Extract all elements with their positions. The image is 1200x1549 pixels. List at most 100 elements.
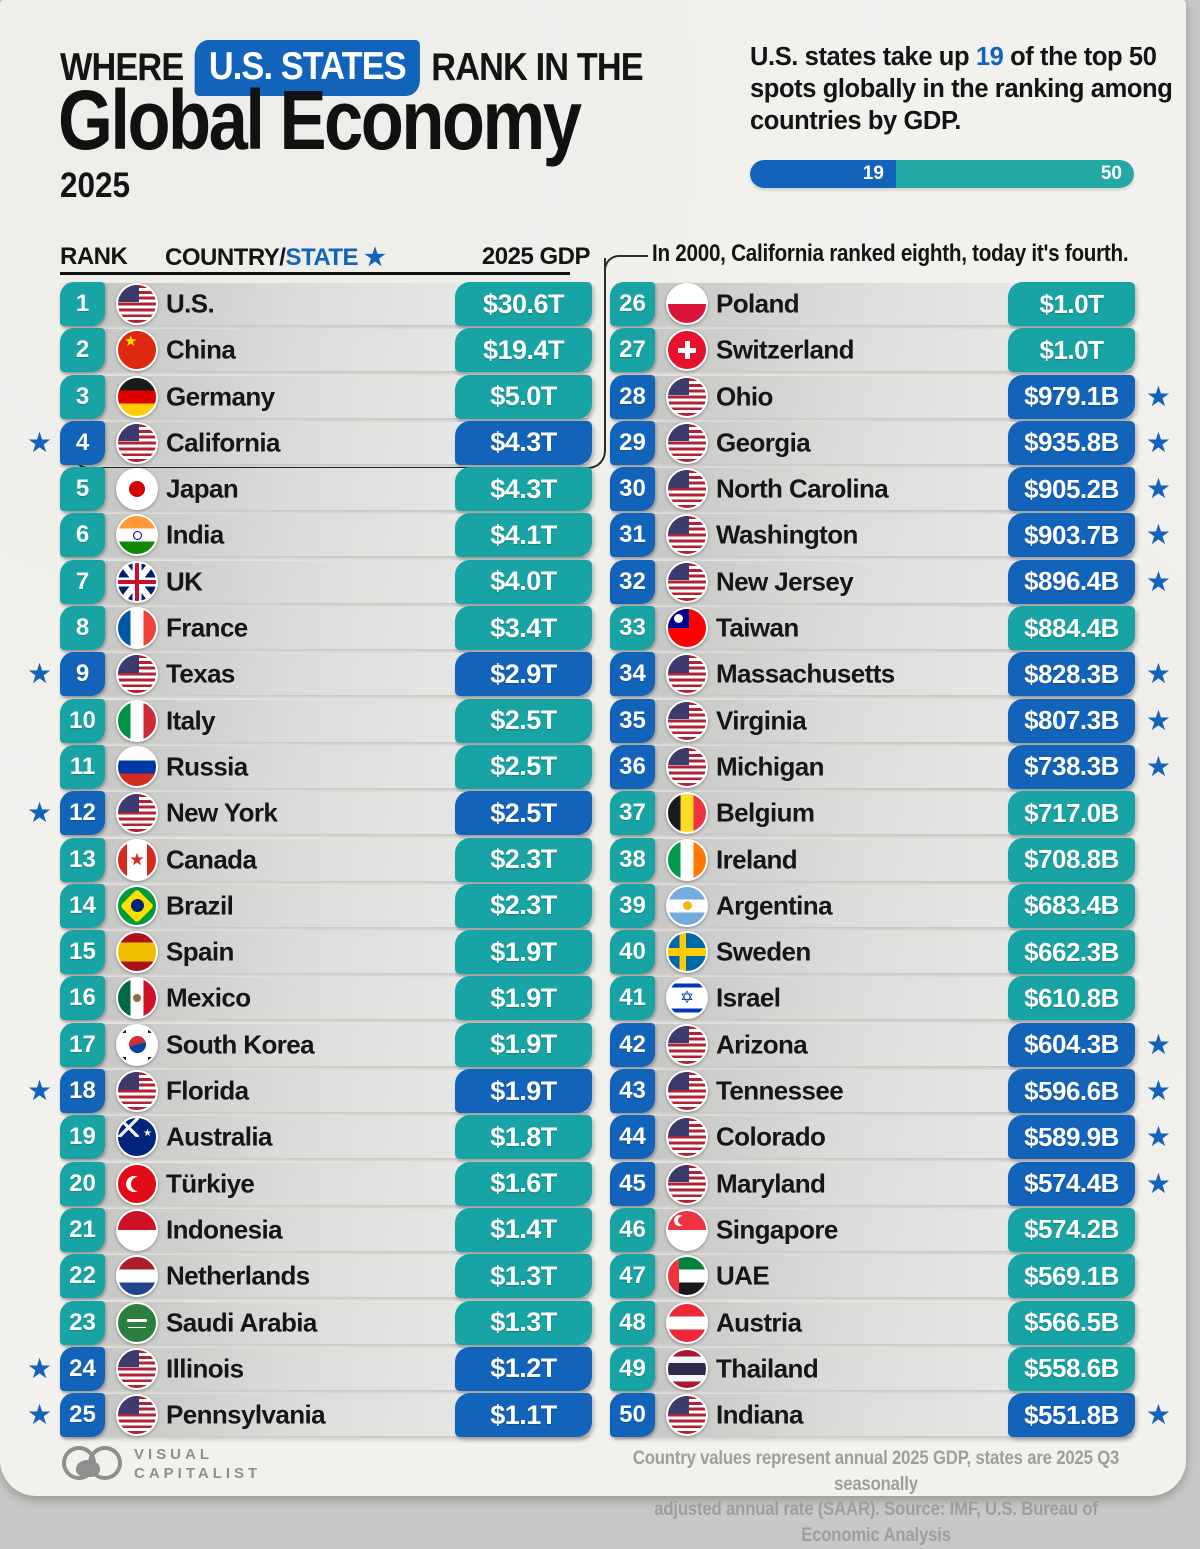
rank-column-left: ★ 1 U.S. $30.6T ★ ★ 2 China $19.4T ★ ★ 3… bbox=[27, 282, 592, 1440]
entry-name: Georgia bbox=[716, 427, 811, 458]
state-star-icon: ★ bbox=[1145, 658, 1171, 690]
table-row: ★ 28 Ohio $979.1B ★ bbox=[610, 374, 1171, 419]
state-star-icon: ★ bbox=[27, 1352, 53, 1384]
gdp-value-pill: $574.4B bbox=[1008, 1161, 1135, 1206]
table-row: ★ 40 Sweden $662.3B ★ bbox=[610, 930, 1135, 975]
table-row: ★ 50 Indiana $551.8B ★ bbox=[610, 1393, 1171, 1438]
entry-name: Maryland bbox=[716, 1168, 826, 1199]
state-header-part: STATE bbox=[285, 244, 359, 271]
table-row: ★ 12 New York $2.5T ★ bbox=[27, 791, 592, 836]
table-row: ★ 39 Argentina $683.4B ★ bbox=[610, 883, 1135, 928]
uae-flag-icon bbox=[666, 1255, 708, 1298]
us-flag-icon bbox=[666, 1116, 708, 1159]
summary-count: 19 bbox=[975, 43, 1004, 71]
states-share-bar-teal-segment: 50 bbox=[895, 160, 1134, 188]
entry-name: Washington bbox=[716, 519, 858, 550]
turkiye-flag-icon bbox=[116, 1162, 158, 1205]
israel-flag-icon bbox=[666, 977, 708, 1020]
kicker: WHERE U.S. STATES RANK IN THE bbox=[60, 40, 644, 96]
california-callout-text: In 2000, California ranked eighth, today… bbox=[652, 240, 1129, 267]
table-row: ★ 8 France $3.4T ★ bbox=[60, 606, 592, 651]
table-row: ★ 32 New Jersey $896.4B ★ bbox=[610, 559, 1171, 604]
state-star-icon: ★ bbox=[27, 1399, 53, 1431]
table-row: ★ 34 Massachusetts $828.3B ★ bbox=[610, 652, 1171, 697]
gdp-value-pill: $1.0T bbox=[1008, 282, 1135, 326]
rank-badge: 30 bbox=[610, 467, 655, 512]
gdp-value-pill: $610.8B bbox=[1008, 976, 1135, 1021]
gdp-value-pill: $1.3T bbox=[455, 1300, 592, 1345]
mexico-flag-icon bbox=[116, 977, 158, 1020]
year-label: 2025 bbox=[60, 166, 131, 205]
us-flag-icon bbox=[666, 1162, 708, 1205]
us-flag-icon bbox=[116, 1394, 158, 1437]
rank-badge: 28 bbox=[610, 374, 655, 419]
gdp-value-pill: $683.4B bbox=[1008, 883, 1135, 928]
gdp-value-pill: $1.9T bbox=[455, 1069, 592, 1114]
rank-badge: 2 bbox=[60, 328, 105, 373]
rank-badge: 26 bbox=[610, 282, 655, 326]
gdp-value-pill: $1.9T bbox=[455, 1022, 592, 1067]
gdp-value-pill: $1.0T bbox=[1008, 328, 1135, 373]
state-star-icon: ★ bbox=[1145, 1075, 1171, 1107]
entry-name: Michigan bbox=[716, 751, 824, 782]
entry-name: Saudi Arabia bbox=[166, 1307, 317, 1338]
header-divider bbox=[60, 272, 570, 275]
india-flag-icon bbox=[116, 514, 158, 557]
table-row: ★ 18 Florida $1.9T ★ bbox=[27, 1069, 592, 1114]
rank-badge: 35 bbox=[610, 698, 655, 743]
state-star-icon: ★ bbox=[358, 244, 386, 271]
us-flag-icon bbox=[666, 514, 708, 557]
entry-name: Tennessee bbox=[716, 1075, 844, 1106]
gdp-value-pill: $896.4B bbox=[1008, 559, 1135, 604]
state-star-icon: ★ bbox=[1145, 565, 1171, 597]
page-title: Global Economy bbox=[58, 73, 582, 167]
state-star-icon: ★ bbox=[1145, 1167, 1171, 1199]
japan-flag-icon bbox=[116, 468, 158, 511]
gdp-value-pill: $596.6B bbox=[1008, 1069, 1135, 1114]
entry-name: Argentina bbox=[716, 890, 833, 921]
entry-name: Spain bbox=[166, 936, 234, 967]
rank-badge: 49 bbox=[610, 1346, 655, 1391]
gdp-value-pill: $2.5T bbox=[455, 698, 592, 743]
rank-badge: 23 bbox=[60, 1300, 105, 1345]
entry-name: Taiwan bbox=[716, 612, 799, 643]
entry-name: Switzerland bbox=[716, 334, 854, 365]
gdp-value-pill: $4.3T bbox=[455, 467, 592, 512]
us-flag-icon bbox=[116, 1070, 158, 1113]
entry-name: Sweden bbox=[716, 936, 811, 967]
us-flag-icon bbox=[666, 653, 708, 696]
rank-badge: 45 bbox=[610, 1161, 655, 1206]
gdp-value-pill: $566.5B bbox=[1008, 1300, 1135, 1345]
table-row: ★ 31 Washington $903.7B ★ bbox=[610, 513, 1171, 558]
gdp-value-pill: $2.5T bbox=[455, 791, 592, 836]
rank-badge: 21 bbox=[60, 1207, 105, 1252]
gdp-value-pill: $5.0T bbox=[455, 374, 592, 419]
entry-name: Mexico bbox=[166, 982, 251, 1013]
callout-connector-arm bbox=[604, 255, 648, 273]
gdp-value-pill: $1.6T bbox=[455, 1161, 592, 1206]
gdp-value-pill: $717.0B bbox=[1008, 791, 1135, 836]
rank-badge: 36 bbox=[610, 744, 655, 789]
gdp-column-header: 2025 GDP bbox=[481, 243, 591, 270]
rank-badge: 4 bbox=[60, 420, 105, 465]
state-star-icon: ★ bbox=[1145, 426, 1171, 458]
rank-badge: 22 bbox=[60, 1254, 105, 1299]
gdp-value-pill: $979.1B bbox=[1008, 374, 1135, 419]
gdp-value-pill: $2.3T bbox=[455, 883, 592, 928]
country-state-column-header: COUNTRY/STATE ★ bbox=[165, 243, 386, 272]
poland-flag-icon bbox=[666, 283, 708, 325]
table-row: ★ 29 Georgia $935.8B ★ bbox=[610, 420, 1171, 465]
entry-name: Canada bbox=[166, 844, 257, 875]
entry-name: Ohio bbox=[716, 381, 773, 412]
rank-badge: 11 bbox=[60, 744, 105, 789]
rank-badge: 39 bbox=[610, 883, 655, 928]
table-row: ★ 20 Türkiye $1.6T ★ bbox=[60, 1161, 592, 1206]
us-flag-icon bbox=[666, 560, 708, 603]
rank-badge: 1 bbox=[60, 282, 105, 326]
table-row: ★ 26 Poland $1.0T ★ bbox=[610, 282, 1135, 326]
table-row: ★ 15 Spain $1.9T ★ bbox=[60, 930, 592, 975]
entry-name: Massachusetts bbox=[716, 658, 895, 689]
china-flag-icon bbox=[116, 329, 158, 372]
binoculars-logo-icon bbox=[62, 1444, 122, 1486]
gdp-value-pill: $905.2B bbox=[1008, 467, 1135, 512]
